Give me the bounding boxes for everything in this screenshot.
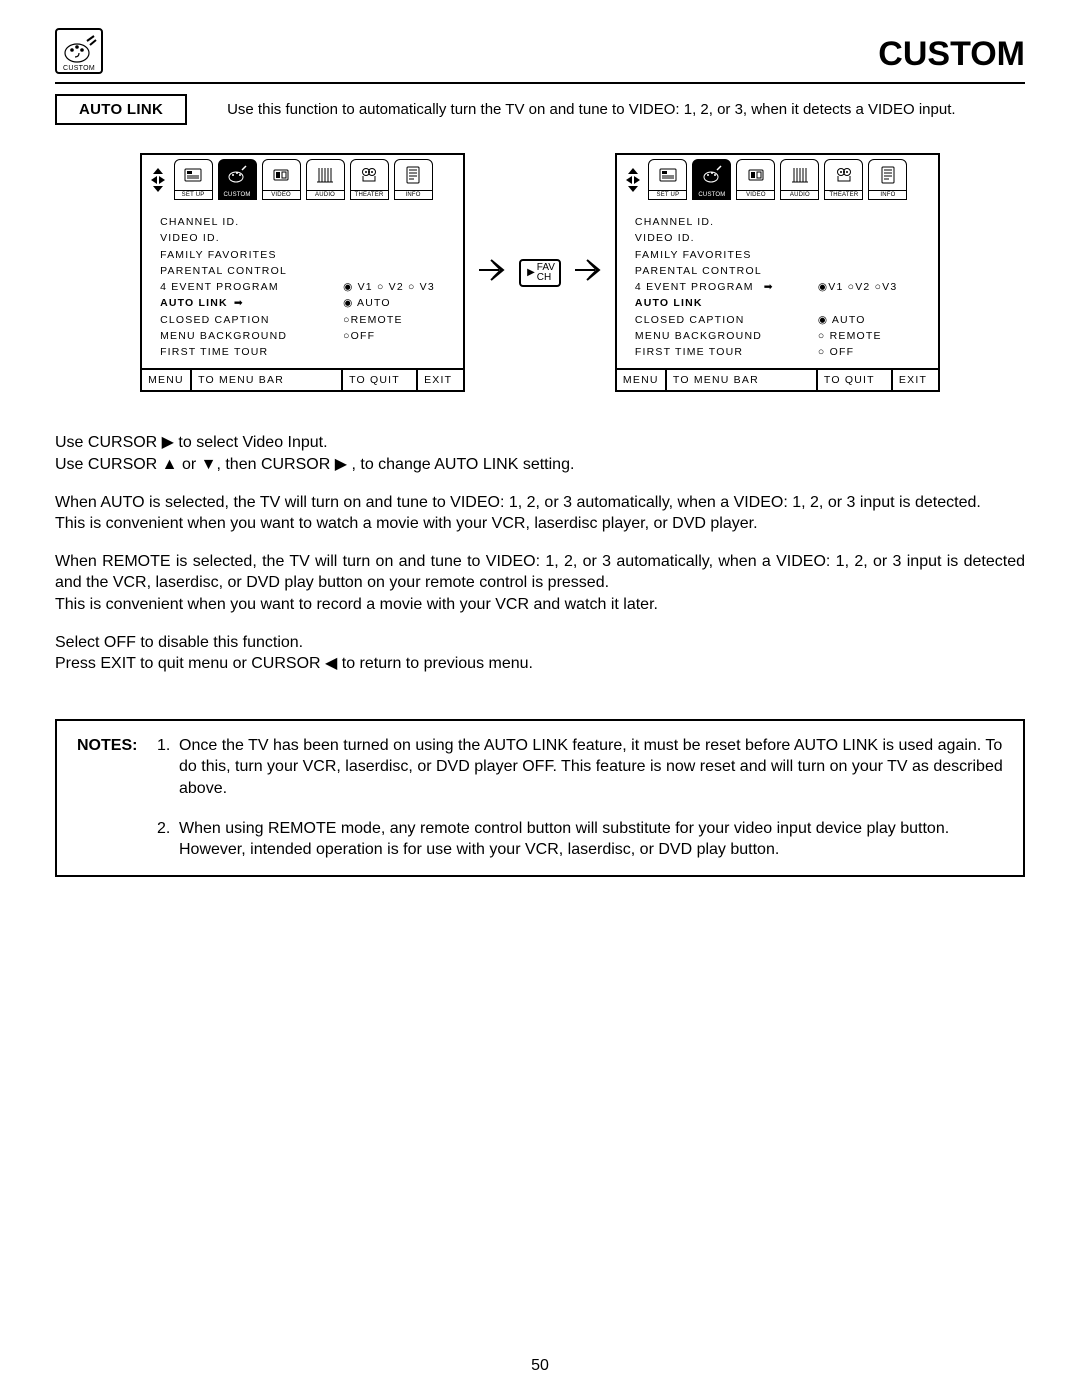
fav-ch-button: ▶ FAVCH bbox=[519, 259, 561, 287]
divider bbox=[55, 82, 1025, 84]
menu-item: PARENTAL CONTROL bbox=[635, 263, 818, 279]
page-title: CUSTOM bbox=[878, 35, 1025, 74]
option-auto: ◉ AUTO bbox=[343, 295, 453, 311]
menu-diagram: SET UP CUSTOM VIDEO AUDIO THEATER bbox=[55, 153, 1025, 392]
footer-exit: EXIT bbox=[418, 370, 463, 390]
autolink-badge: AUTO LINK bbox=[55, 94, 187, 125]
tab-setup: SET UP bbox=[647, 159, 689, 200]
menu-tabs: SET UP CUSTOM VIDEO AUDIO THEATER bbox=[142, 155, 463, 202]
menu-item: VIDEO ID. bbox=[635, 230, 818, 246]
footer-toquit: TO QUIT bbox=[343, 370, 418, 390]
menu-box-right: SET UP CUSTOM VIDEO AUDIO THEATER INFO C… bbox=[615, 153, 940, 392]
nav-arrows-icon bbox=[146, 166, 170, 194]
menu-item: CHANNEL ID. bbox=[635, 214, 818, 230]
menu-item: CLOSED CAPTION bbox=[635, 312, 818, 328]
menu-item: 4 EVENT PROGRAM ➡ bbox=[635, 279, 818, 295]
tab-video: VIDEO bbox=[260, 159, 302, 200]
palette-icon bbox=[61, 35, 97, 65]
footer-tomenubar: TO MENU BAR bbox=[667, 370, 818, 390]
option-remote: ○REMOTE bbox=[343, 312, 453, 328]
paragraph: When AUTO is selected, the TV will turn … bbox=[55, 492, 1025, 514]
transition-arrow-icon bbox=[573, 255, 603, 290]
transition-arrow-icon bbox=[477, 255, 507, 290]
menu-item: CLOSED CAPTION bbox=[160, 312, 343, 328]
tab-theater: THEATER bbox=[823, 159, 865, 200]
notes-label: NOTES: bbox=[77, 735, 157, 861]
icon-label: CUSTOM bbox=[63, 65, 95, 72]
tab-setup: SET UP bbox=[172, 159, 214, 200]
autolink-description: Use this function to automatically turn … bbox=[227, 101, 955, 118]
paragraph: When REMOTE is selected, the TV will tur… bbox=[55, 551, 1025, 594]
menu-item: VIDEO ID. bbox=[160, 230, 343, 246]
tab-custom: CUSTOM bbox=[691, 159, 733, 200]
menu-item: FIRST TIME TOUR bbox=[160, 344, 343, 360]
tab-audio: AUDIO bbox=[779, 159, 821, 200]
paragraph: This is convenient when you want to watc… bbox=[55, 513, 1025, 535]
instruction-line: Use CURSOR ▲ or ▼, then CURSOR ▶ , to ch… bbox=[55, 454, 1025, 476]
note-item: 2. When using REMOTE mode, any remote co… bbox=[157, 818, 1003, 861]
footer-exit: EXIT bbox=[893, 370, 938, 390]
menu-item: AUTO LINK bbox=[635, 295, 818, 311]
play-icon: ▶ bbox=[527, 268, 535, 278]
footer-tomenubar: TO MENU BAR bbox=[192, 370, 343, 390]
menu-item: MENU BACKGROUND bbox=[635, 328, 818, 344]
nav-arrows-icon bbox=[621, 166, 645, 194]
footer-menu: MENU bbox=[617, 370, 667, 390]
menu-item: FIRST TIME TOUR bbox=[635, 344, 818, 360]
paragraph: Press EXIT to quit menu or CURSOR ◀ to r… bbox=[55, 653, 1025, 675]
right-arrow-icon: ➡ bbox=[234, 295, 244, 311]
menu-item: FAMILY FAVORITES bbox=[635, 247, 818, 263]
footer-menu: MENU bbox=[142, 370, 192, 390]
menu-item: MENU BACKGROUND bbox=[160, 328, 343, 344]
menu-item: PARENTAL CONTROL bbox=[160, 263, 343, 279]
instruction-line: Use CURSOR ▶ to select Video Input. bbox=[55, 432, 1025, 454]
video-options: ◉ V1 ○ V2 ○ V3 bbox=[343, 279, 453, 295]
tab-info: INFO bbox=[392, 159, 434, 200]
menu-item: AUTO LINK➡ bbox=[160, 295, 343, 311]
right-arrow-icon: ➡ bbox=[764, 279, 774, 295]
page-number: 50 bbox=[0, 1357, 1080, 1375]
menu-item: CHANNEL ID. bbox=[160, 214, 343, 230]
tab-info: INFO bbox=[867, 159, 909, 200]
note-item: 1. Once the TV has been turned on using … bbox=[157, 735, 1003, 800]
tab-theater: THEATER bbox=[348, 159, 390, 200]
tab-video: VIDEO bbox=[735, 159, 777, 200]
menu-item: 4 EVENT PROGRAM bbox=[160, 279, 343, 295]
option-off: ○ OFF bbox=[818, 344, 928, 360]
menu-item: FAMILY FAVORITES bbox=[160, 247, 343, 263]
menu-tabs: SET UP CUSTOM VIDEO AUDIO THEATER INFO bbox=[617, 155, 938, 202]
option-auto: ◉ AUTO bbox=[818, 312, 928, 328]
notes-box: NOTES: 1. Once the TV has been turned on… bbox=[55, 719, 1025, 877]
footer-toquit: TO QUIT bbox=[818, 370, 893, 390]
option-off: ○OFF bbox=[343, 328, 453, 344]
paragraph: Select OFF to disable this function. bbox=[55, 632, 1025, 654]
paragraph: This is convenient when you want to reco… bbox=[55, 594, 1025, 616]
video-options: ◉V1 ○V2 ○V3 bbox=[818, 279, 928, 295]
menu-box-left: SET UP CUSTOM VIDEO AUDIO THEATER bbox=[140, 153, 465, 392]
custom-section-icon: CUSTOM bbox=[55, 28, 103, 74]
tab-custom: CUSTOM bbox=[216, 159, 258, 200]
option-remote: ○ REMOTE bbox=[818, 328, 928, 344]
tab-audio: AUDIO bbox=[304, 159, 346, 200]
instructions-block: Use CURSOR ▶ to select Video Input. Use … bbox=[55, 432, 1025, 674]
